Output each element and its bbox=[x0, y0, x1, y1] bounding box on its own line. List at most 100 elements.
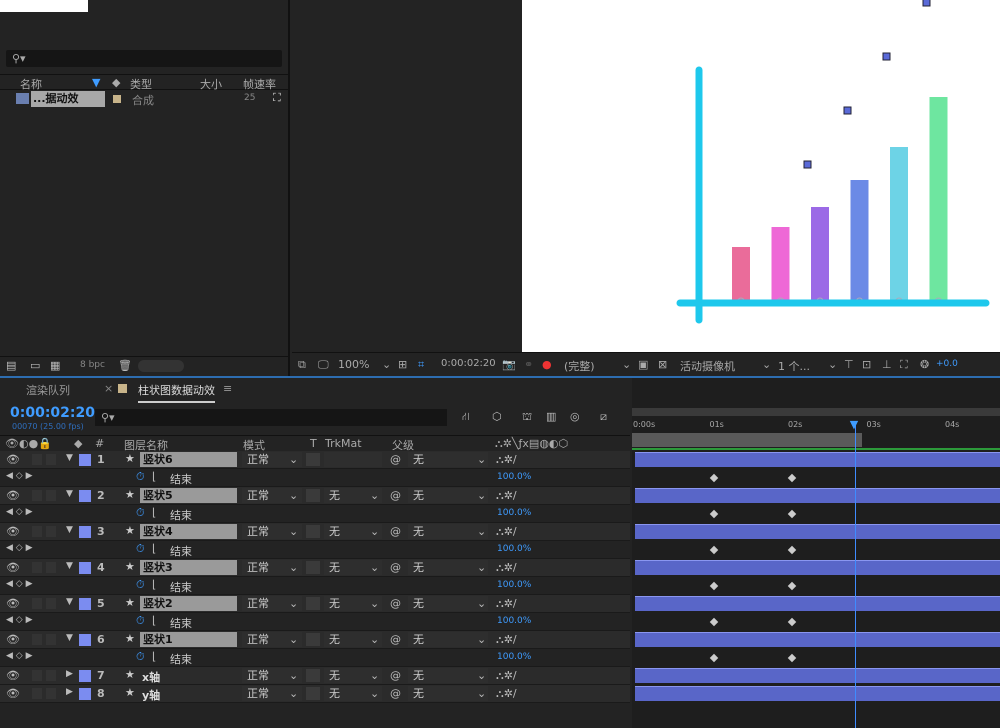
solo-switch[interactable] bbox=[32, 598, 42, 609]
layer-row[interactable]: 👁 ▶ 8 ★ y轴 正常 ⌄ 无 ⌄ @ 无 ⌄ ⛬✲/ bbox=[0, 685, 630, 703]
playhead-line[interactable] bbox=[854, 422, 856, 728]
trash-icon[interactable]: 🗑 bbox=[118, 359, 132, 372]
col-name[interactable]: 名称 bbox=[20, 78, 42, 91]
chevron-down-icon[interactable]: ⌄ bbox=[828, 358, 838, 371]
trkmat-dropdown[interactable]: 无 bbox=[324, 524, 382, 539]
path-vertex-handle[interactable] bbox=[922, 0, 931, 7]
parent-dropdown[interactable]: 无 bbox=[408, 632, 488, 647]
new-folder-icon[interactable]: ▭ bbox=[30, 359, 41, 372]
keyframe[interactable] bbox=[787, 545, 797, 555]
eye-icon[interactable]: 👁 bbox=[6, 525, 20, 538]
layer-name[interactable]: 竖状4 bbox=[140, 524, 237, 539]
layer-row[interactable]: 👁 ▼ 4 ★ 竖状3 正常 ⌄ 无 ⌄ @ 无 ⌄ ⛬✲/ bbox=[0, 559, 630, 577]
flowchart-icon[interactable]: ⛶ bbox=[900, 358, 908, 371]
current-time-display[interactable]: 0:00:02:20 bbox=[10, 405, 95, 421]
eye-icon[interactable]: 👁 bbox=[6, 597, 20, 610]
layer-switches-icons[interactable]: ⛬✲/ bbox=[496, 687, 517, 700]
layer-name[interactable]: 竖状6 bbox=[140, 452, 237, 467]
label-color[interactable] bbox=[79, 598, 91, 610]
layer-duration-bar[interactable] bbox=[635, 668, 1000, 683]
composition-flowchart-icon[interactable]: ⛙ bbox=[462, 410, 470, 423]
col-fps[interactable]: 帧速率 bbox=[243, 78, 276, 91]
pickwhip-icon[interactable]: @ bbox=[390, 489, 401, 502]
pickwhip-icon[interactable]: @ bbox=[390, 597, 401, 610]
mode-dropdown[interactable]: 正常 bbox=[242, 488, 302, 503]
keyframe-nav-icons[interactable]: ◀ ◇ ▶ bbox=[6, 651, 33, 661]
mode-dropdown[interactable]: 正常 bbox=[242, 524, 302, 539]
parent-dropdown[interactable]: 无 bbox=[408, 524, 488, 539]
parent-dropdown[interactable]: 无 bbox=[408, 686, 488, 701]
solo-switch[interactable] bbox=[32, 688, 42, 699]
frame-blending-icon[interactable]: ▥ bbox=[546, 410, 557, 423]
draft-3d-icon[interactable]: ⬡ bbox=[492, 410, 502, 423]
keyframe[interactable] bbox=[787, 509, 797, 519]
keyframe-nav-icons[interactable]: ◀ ◇ ▶ bbox=[6, 507, 33, 517]
collapse-triangle-icon[interactable]: ▶ bbox=[66, 669, 73, 679]
layer-switches-icons[interactable]: ⛬✲/ bbox=[496, 633, 517, 646]
mode-dropdown[interactable]: 正常 bbox=[242, 452, 302, 467]
graph-icon[interactable]: ⌊ bbox=[152, 506, 157, 519]
collapse-triangle-icon[interactable]: ▶ bbox=[66, 687, 73, 697]
property-value[interactable]: 100.0% bbox=[497, 652, 532, 662]
playhead-handle-icon[interactable]: ▼ bbox=[849, 418, 859, 431]
lock-switch[interactable] bbox=[46, 670, 56, 681]
path-vertex-handle[interactable] bbox=[843, 106, 852, 115]
preserve-transparency-toggle[interactable] bbox=[306, 561, 320, 574]
sort-arrow-icon[interactable]: ▼ bbox=[92, 76, 101, 89]
region-of-interest-icon[interactable]: ▣ bbox=[638, 358, 649, 371]
eye-icon[interactable]: 👁 bbox=[6, 687, 20, 700]
trkmat-dropdown[interactable]: 无 bbox=[324, 686, 382, 701]
mode-dropdown[interactable]: 正常 bbox=[242, 686, 302, 701]
preserve-transparency-toggle[interactable] bbox=[306, 489, 320, 502]
layer-name[interactable]: 竖状1 bbox=[140, 632, 237, 647]
expand-triangle-icon[interactable]: ▼ bbox=[66, 597, 73, 607]
pickwhip-icon[interactable]: @ bbox=[390, 669, 401, 682]
stopwatch-icon[interactable]: ⏱ bbox=[136, 470, 145, 483]
label-color[interactable] bbox=[79, 688, 91, 700]
property-value[interactable]: 100.0% bbox=[497, 616, 532, 626]
keyframe-nav-icons[interactable]: ◀ ◇ ▶ bbox=[6, 543, 33, 553]
lock-switch[interactable] bbox=[46, 454, 56, 465]
layer-row[interactable]: 👁 ▼ 1 ★ 竖状6 正常 ⌄ @ 无 ⌄ ⛬✲/ bbox=[0, 451, 630, 469]
layer-name[interactable]: 竖状2 bbox=[140, 596, 237, 611]
layer-row[interactable]: 👁 ▼ 2 ★ 竖状5 正常 ⌄ 无 ⌄ @ 无 ⌄ ⛬✲/ bbox=[0, 487, 630, 505]
keyframe[interactable] bbox=[787, 653, 797, 663]
solo-switch[interactable] bbox=[32, 634, 42, 645]
layer-switches-icons[interactable]: ⛬✲/ bbox=[496, 489, 517, 502]
keyframe[interactable] bbox=[709, 473, 718, 483]
parent-dropdown[interactable]: 无 bbox=[408, 452, 488, 467]
keyframe[interactable] bbox=[709, 509, 718, 519]
show-snapshot-icon[interactable]: ⚭ bbox=[524, 358, 534, 371]
bar-5[interactable] bbox=[890, 147, 908, 302]
layer-name[interactable]: y轴 bbox=[142, 689, 161, 702]
label-color[interactable] bbox=[79, 454, 91, 466]
tab-composition[interactable]: 柱状图数据动效 bbox=[138, 382, 215, 403]
always-preview-icon[interactable]: ⧉ bbox=[298, 358, 306, 371]
property-value[interactable]: 100.0% bbox=[497, 544, 532, 554]
layer-row[interactable]: 👁 ▶ 7 ★ x轴 正常 ⌄ 无 ⌄ @ 无 ⌄ ⛬✲/ bbox=[0, 667, 630, 685]
parent-dropdown[interactable]: 无 bbox=[408, 560, 488, 575]
resolution-dropdown[interactable]: (完整) bbox=[564, 360, 595, 373]
property-value[interactable]: 100.0% bbox=[497, 472, 532, 482]
trkmat-dropdown[interactable]: 无 bbox=[324, 668, 382, 683]
label-color[interactable] bbox=[79, 490, 91, 502]
eye-icon[interactable]: 👁 bbox=[6, 561, 20, 574]
transparency-grid-icon[interactable]: ⊠ bbox=[658, 358, 668, 371]
graph-icon[interactable]: ⌊ bbox=[152, 578, 157, 591]
mode-dropdown[interactable]: 正常 bbox=[242, 632, 302, 647]
snapshot-icon[interactable]: 📷 bbox=[502, 358, 516, 371]
lock-switch[interactable] bbox=[46, 634, 56, 645]
graph-icon[interactable]: ⌊ bbox=[152, 650, 157, 663]
lock-switch[interactable] bbox=[46, 562, 56, 573]
preserve-transparency-toggle[interactable] bbox=[306, 633, 320, 646]
preserve-transparency-toggle[interactable] bbox=[306, 687, 320, 700]
bar-4[interactable] bbox=[850, 180, 869, 302]
layer-duration-bar[interactable] bbox=[635, 452, 1000, 467]
solo-switch[interactable] bbox=[32, 562, 42, 573]
keyframe[interactable] bbox=[787, 473, 797, 483]
lock-switch[interactable] bbox=[46, 490, 56, 501]
keyframe[interactable] bbox=[787, 617, 797, 627]
bar-1[interactable] bbox=[732, 247, 750, 302]
grid-icon[interactable]: ⊞ bbox=[398, 358, 408, 371]
path-vertex-handle[interactable] bbox=[803, 160, 812, 169]
